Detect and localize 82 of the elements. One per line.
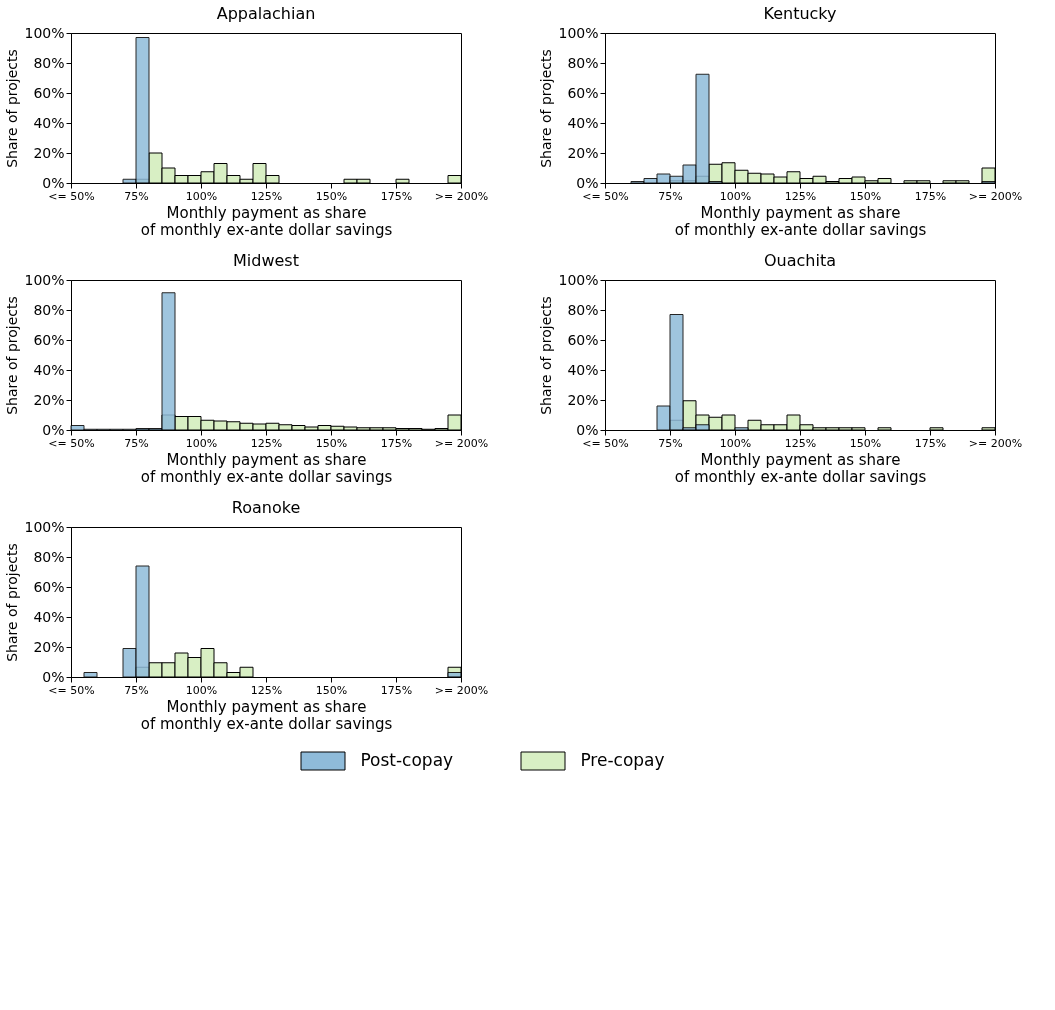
- y-tick-label: 0%: [42, 421, 65, 438]
- x-axis-title: Monthly payment as share of monthly ex-ante dollar savings: [674, 450, 927, 486]
- y-tick-label: 0%: [576, 421, 599, 438]
- x-tick-label: >= 200%: [434, 436, 489, 450]
- x-tick-label: >= 200%: [434, 189, 489, 203]
- y-axis-title: Share of projects: [538, 49, 555, 168]
- x-tick-label: 75%: [124, 436, 149, 450]
- x-tick-label: 125%: [250, 683, 283, 697]
- y-tick-label: 100%: [24, 271, 65, 288]
- y-tick-label: 20%: [567, 391, 599, 408]
- x-tick-label: 100%: [719, 189, 752, 203]
- y-tick-label: 100%: [24, 24, 65, 41]
- x-tick-label: 125%: [784, 436, 817, 450]
- x-tick-label: 175%: [914, 189, 947, 203]
- y-tick-label: 40%: [33, 114, 65, 131]
- x-tick-label: 75%: [658, 436, 683, 450]
- chart-title: Midwest: [233, 251, 299, 270]
- x-axis-title: Monthly payment as share of monthly ex-ante dollar savings: [140, 450, 393, 486]
- y-tick-label: 100%: [558, 24, 599, 41]
- y-tick-label: 0%: [42, 668, 65, 685]
- chart-title: Roanoke: [231, 498, 301, 517]
- legend-label: Post-copay: [360, 750, 454, 770]
- y-axis-title: Share of projects: [4, 543, 21, 662]
- y-tick-label: 80%: [567, 301, 599, 318]
- x-tick-label: 100%: [719, 436, 752, 450]
- x-tick-label: <= 50%: [582, 436, 629, 450]
- x-tick-label: 175%: [914, 436, 947, 450]
- y-tick-label: 0%: [576, 174, 599, 191]
- x-tick-label: 125%: [784, 189, 817, 203]
- y-tick-label: 80%: [33, 301, 65, 318]
- chart-title: Kentucky: [763, 4, 837, 23]
- x-tick-label: <= 50%: [582, 189, 629, 203]
- y-tick-label: 20%: [33, 144, 65, 161]
- y-tick-label: 60%: [567, 84, 599, 101]
- y-tick-label: 40%: [33, 608, 65, 625]
- x-tick-label: 75%: [658, 189, 683, 203]
- x-tick-label: 100%: [185, 436, 218, 450]
- y-tick-label: 100%: [558, 271, 599, 288]
- x-tick-label: 150%: [849, 436, 882, 450]
- y-tick-label: 100%: [24, 518, 65, 535]
- x-tick-label: 75%: [124, 683, 149, 697]
- x-tick-label: 75%: [124, 189, 149, 203]
- y-tick-label: 0%: [42, 174, 65, 191]
- chart-title: Appalachian: [216, 4, 316, 23]
- x-tick-label: 175%: [380, 683, 413, 697]
- y-tick-label: 60%: [33, 331, 65, 348]
- y-tick-label: 40%: [567, 361, 599, 378]
- x-tick-label: 150%: [315, 189, 348, 203]
- y-tick-label: 80%: [33, 548, 65, 565]
- x-tick-label: 150%: [315, 683, 348, 697]
- x-tick-label: >= 200%: [968, 436, 1023, 450]
- y-tick-label: 60%: [33, 84, 65, 101]
- y-tick-label: 60%: [567, 331, 599, 348]
- x-tick-label: >= 200%: [434, 683, 489, 697]
- x-tick-label: 175%: [380, 189, 413, 203]
- y-axis-title: Share of projects: [538, 296, 555, 415]
- x-tick-label: 125%: [250, 436, 283, 450]
- y-axis-title: Share of projects: [4, 49, 21, 168]
- x-tick-label: 150%: [849, 189, 882, 203]
- x-tick-label: <= 50%: [48, 189, 95, 203]
- x-tick-label: 175%: [380, 436, 413, 450]
- y-tick-label: 80%: [33, 54, 65, 71]
- y-tick-label: 40%: [33, 361, 65, 378]
- x-axis-title: Monthly payment as share of monthly ex-ante dollar savings: [140, 203, 393, 239]
- x-tick-label: 100%: [185, 189, 218, 203]
- x-tick-label: >= 200%: [968, 189, 1023, 203]
- y-tick-label: 60%: [33, 578, 65, 595]
- x-tick-label: <= 50%: [48, 683, 95, 697]
- x-tick-label: 100%: [185, 683, 218, 697]
- y-tick-label: 20%: [33, 638, 65, 655]
- y-tick-label: 40%: [567, 114, 599, 131]
- x-axis-title: Monthly payment as share of monthly ex-ante dollar savings: [674, 203, 927, 239]
- x-tick-label: 150%: [315, 436, 348, 450]
- y-axis-title: Share of projects: [4, 296, 21, 415]
- y-tick-label: 20%: [567, 144, 599, 161]
- x-tick-label: 125%: [250, 189, 283, 203]
- chart-title: Ouachita: [764, 251, 836, 270]
- y-tick-label: 20%: [33, 391, 65, 408]
- x-axis-title: Monthly payment as share of monthly ex-ante dollar savings: [140, 697, 393, 733]
- y-tick-label: 80%: [567, 54, 599, 71]
- x-tick-label: <= 50%: [48, 436, 95, 450]
- legend-label: Pre-copay: [580, 750, 665, 770]
